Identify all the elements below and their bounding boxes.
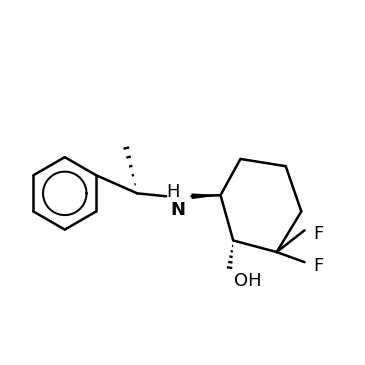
- Text: F: F: [314, 257, 324, 275]
- Polygon shape: [192, 193, 220, 199]
- Text: OH: OH: [234, 272, 261, 290]
- Text: N: N: [170, 201, 185, 219]
- Text: F: F: [314, 225, 324, 243]
- Text: H: H: [167, 182, 180, 201]
